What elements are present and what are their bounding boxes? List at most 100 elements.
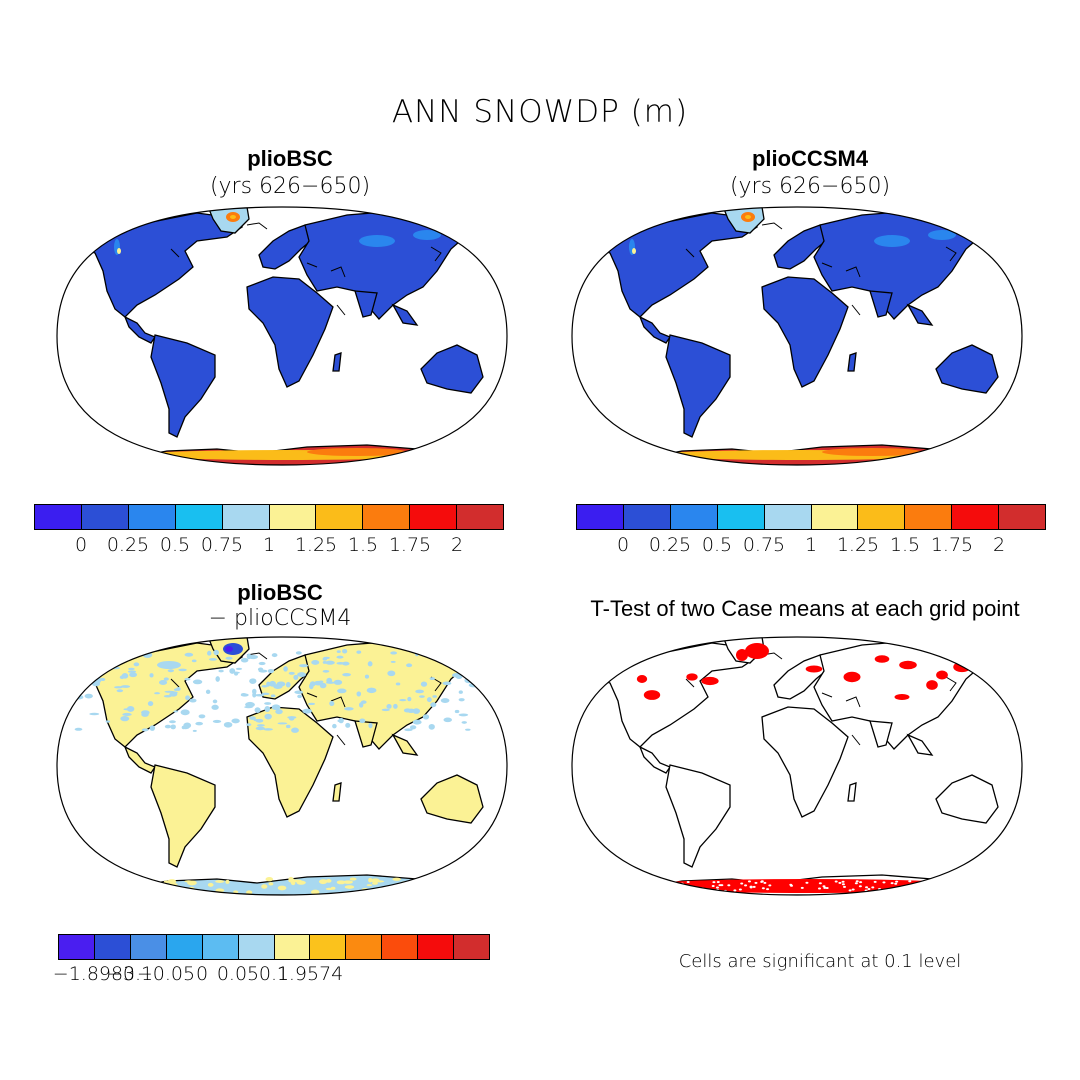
panel3-subtitle: − plioCCSM4	[208, 606, 352, 631]
panel2-subtitle: (yrs 626−650)	[729, 174, 891, 199]
diff-patch	[367, 661, 373, 667]
diff-patch	[212, 699, 218, 704]
diff-patch	[261, 684, 268, 688]
siberia-snow	[874, 235, 910, 247]
panel2-title: plioCCSM4	[751, 146, 869, 171]
diff-patch	[458, 883, 463, 888]
diff-patch	[387, 670, 396, 677]
diff-patch	[349, 877, 357, 881]
diff-patch	[464, 664, 470, 667]
diff-patch	[458, 887, 468, 892]
colorbar-swatch	[670, 505, 718, 529]
diff-patch	[186, 889, 195, 893]
land-southAmerica	[150, 334, 216, 438]
diff-patch	[129, 672, 138, 678]
diff-patch	[131, 881, 137, 886]
nonsignificant-cell	[669, 885, 673, 888]
diff-patch	[428, 723, 435, 730]
diff-patch	[445, 881, 454, 886]
colorbar-swatch	[811, 505, 859, 529]
diff-patch	[309, 683, 314, 690]
diff-patch	[455, 881, 460, 885]
diff-patch	[254, 694, 265, 697]
colorbar-tick-label: 0.5	[159, 534, 191, 556]
colorbar-swatch	[346, 935, 383, 959]
diff-patch	[184, 677, 191, 681]
diff-patch	[261, 692, 270, 696]
diff-patch	[266, 681, 271, 687]
coastline-detail	[685, 678, 695, 688]
figure-title: ANN SNOWDP (m)	[391, 94, 689, 130]
diff-patch	[105, 720, 111, 723]
diff-patch	[291, 727, 299, 733]
coastline-detail	[761, 222, 783, 230]
land-centralAm	[638, 745, 671, 774]
land-india	[869, 720, 893, 748]
significant-region	[843, 671, 861, 683]
greenland-diff-core	[225, 646, 233, 652]
map-border	[571, 636, 1023, 896]
diff-patch	[454, 888, 459, 894]
diff-patch	[74, 727, 83, 731]
colorbar-tick-label: 0	[74, 534, 88, 556]
diff-patch	[330, 886, 336, 890]
colorbar-swatch	[316, 505, 364, 529]
diff-patch	[82, 660, 91, 666]
map-border	[56, 636, 508, 896]
significant-region	[745, 643, 769, 659]
nonsignificant-cell	[906, 886, 910, 889]
colorbar-swatch	[35, 505, 82, 529]
nonsignificant-cell	[867, 888, 871, 891]
land-australia	[420, 774, 484, 824]
greenland-core	[745, 215, 751, 219]
nonsignificant-cell	[668, 884, 672, 887]
nonsignificant-cell	[895, 880, 899, 883]
diff-patch	[175, 889, 183, 893]
diff-patch	[466, 649, 471, 654]
land-centralAm	[638, 315, 671, 344]
diff-patch	[253, 718, 261, 722]
diff-patch	[73, 688, 81, 691]
diff-patch	[120, 716, 130, 722]
diff-patch	[452, 885, 460, 890]
significant-region	[636, 675, 648, 683]
diff-patch	[149, 673, 154, 678]
diff-patch	[128, 877, 136, 882]
nonsignificant-cell	[855, 880, 859, 883]
nonsignificant-cell	[948, 888, 952, 891]
diff-patch	[120, 685, 131, 688]
coastline-detail	[821, 692, 833, 698]
diff-patch	[173, 710, 179, 713]
diff-patch	[336, 655, 344, 659]
diff-patch	[80, 668, 85, 673]
significant-region	[874, 655, 890, 663]
diff-patch	[191, 659, 197, 663]
diff-patch	[345, 722, 351, 728]
diff-patch	[246, 890, 253, 895]
diff-patch	[244, 705, 253, 709]
land-australia	[420, 344, 484, 394]
diff-patch	[322, 657, 328, 661]
diff-patch	[131, 884, 141, 888]
diff-patch	[336, 650, 341, 653]
diff-patch	[432, 695, 437, 698]
diff-patch	[265, 876, 274, 882]
diff-patch	[406, 886, 415, 891]
diff-patch	[430, 879, 441, 884]
nonsignificant-cell	[908, 888, 912, 891]
colorbar-swatch	[202, 935, 239, 959]
diff-patch	[419, 695, 425, 698]
diff-patch	[141, 728, 149, 732]
colorbar-swatch	[363, 505, 411, 529]
diff-patch	[450, 878, 458, 883]
nonsignificant-cell	[715, 886, 719, 889]
significant-region	[686, 673, 698, 681]
diff-patch	[319, 682, 327, 689]
colorbar-difference	[58, 934, 490, 960]
coastline-detail	[170, 678, 180, 688]
colorbar-swatch	[717, 505, 765, 529]
diff-patch	[364, 674, 370, 679]
diff-patch	[458, 690, 463, 694]
diff-patch	[395, 682, 401, 686]
nonsignificant-cell	[823, 886, 827, 889]
